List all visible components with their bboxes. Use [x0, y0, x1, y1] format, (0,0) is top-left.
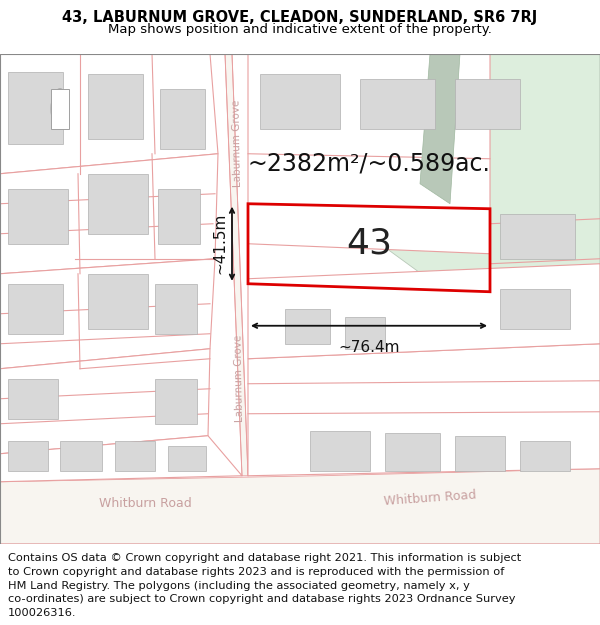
Bar — [88, 274, 148, 329]
Bar — [345, 317, 385, 349]
Bar — [155, 379, 197, 424]
Bar — [88, 174, 148, 234]
Polygon shape — [380, 54, 600, 324]
Polygon shape — [0, 469, 600, 544]
Bar — [160, 89, 205, 149]
Polygon shape — [0, 54, 218, 174]
Polygon shape — [248, 264, 600, 359]
Bar — [155, 284, 197, 334]
Polygon shape — [248, 54, 490, 254]
Polygon shape — [0, 349, 210, 454]
Text: ~2382m²/~0.589ac.: ~2382m²/~0.589ac. — [248, 152, 491, 176]
Bar — [8, 189, 68, 244]
Text: co-ordinates) are subject to Crown copyright and database rights 2023 Ordnance S: co-ordinates) are subject to Crown copyr… — [8, 594, 515, 604]
Text: to Crown copyright and database rights 2023 and is reproduced with the permissio: to Crown copyright and database rights 2… — [8, 567, 504, 577]
Bar — [158, 189, 200, 244]
Text: Map shows position and indicative extent of the property.: Map shows position and indicative extent… — [108, 23, 492, 36]
Text: Laburnum Grove: Laburnum Grove — [233, 335, 245, 422]
Text: 43: 43 — [346, 227, 392, 261]
Polygon shape — [248, 344, 600, 476]
Bar — [455, 436, 505, 471]
Bar — [8, 284, 63, 334]
Bar — [8, 441, 48, 471]
Bar — [51, 89, 69, 129]
Bar — [385, 432, 440, 471]
Text: 43, LABURNUM GROVE, CLEADON, SUNDERLAND, SR6 7RJ: 43, LABURNUM GROVE, CLEADON, SUNDERLAND,… — [62, 10, 538, 25]
Bar — [60, 441, 102, 471]
Bar — [500, 214, 575, 259]
Text: Whitburn Road: Whitburn Road — [98, 498, 191, 510]
Text: ~76.4m: ~76.4m — [338, 340, 400, 355]
Text: Whitburn Road: Whitburn Road — [383, 489, 477, 509]
Polygon shape — [225, 54, 248, 476]
Text: Contains OS data © Crown copyright and database right 2021. This information is : Contains OS data © Crown copyright and d… — [8, 554, 521, 564]
Bar — [285, 309, 330, 344]
Bar — [455, 79, 520, 129]
Bar — [8, 379, 58, 419]
Bar — [520, 441, 570, 471]
Text: Laburnum Grove: Laburnum Grove — [231, 100, 243, 188]
Polygon shape — [420, 54, 460, 204]
Ellipse shape — [51, 89, 69, 129]
Bar — [88, 74, 143, 139]
Text: ~41.5m: ~41.5m — [212, 213, 227, 274]
Bar — [500, 289, 570, 329]
Polygon shape — [0, 436, 242, 482]
Polygon shape — [0, 154, 218, 274]
Text: 100026316.: 100026316. — [8, 608, 76, 618]
Bar — [8, 72, 63, 144]
Polygon shape — [0, 259, 215, 369]
Bar — [115, 441, 155, 471]
Bar — [360, 79, 435, 129]
Text: HM Land Registry. The polygons (including the associated geometry, namely x, y: HM Land Registry. The polygons (includin… — [8, 581, 470, 591]
Bar — [260, 74, 340, 129]
Bar — [168, 446, 206, 471]
Bar — [310, 431, 370, 471]
